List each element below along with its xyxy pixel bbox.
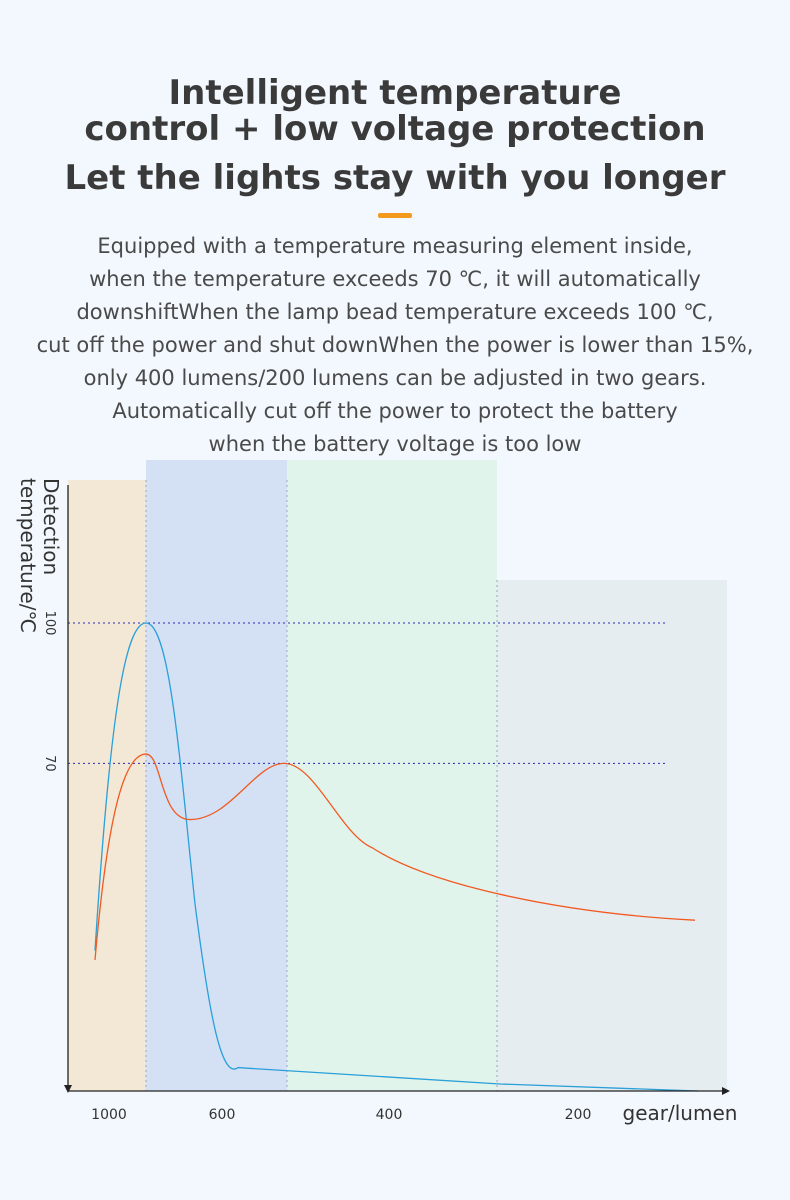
zone-600 (146, 445, 287, 1091)
temperature-chart: 100 70 Detection temperature/℃ 1000 600 … (0, 445, 790, 1160)
y-tick-label-70: 70 (42, 755, 57, 772)
zone-1000 (68, 480, 146, 1091)
series-curve-sustain (94, 753, 696, 961)
x-axis-label: gear/lumen (623, 1101, 738, 1125)
accent-bar (378, 213, 412, 218)
description-line-7: when the battery voltage is too low (208, 432, 582, 456)
y-axis-label-line-2: temperature/℃ (16, 478, 40, 633)
heading-line-3: Let the lights stay with you longer (64, 158, 726, 198)
heading-line-1: Intelligent temperature (168, 73, 622, 113)
description-line-6: Automatically cut off the power to prote… (112, 399, 678, 423)
series-curve-peak (94, 622, 699, 1092)
zone-200 (497, 580, 727, 1091)
description-line-4: cut off the power and shut downWhen the … (36, 333, 754, 357)
x-tick-label-400: 400 (376, 1107, 403, 1123)
x-tick-label-600: 600 (209, 1107, 236, 1123)
x-tick-label-200: 200 (565, 1107, 592, 1123)
description-line-5: only 400 lumens/200 lumens can be adjust… (83, 366, 707, 390)
zone-400 (287, 460, 497, 1091)
y-tick-label-100: 100 (42, 611, 57, 636)
description-line-1: Equipped with a temperature measuring el… (97, 234, 693, 258)
description-line-2: when the temperature exceeds 70 ℃, it wi… (89, 267, 701, 291)
y-axis-label-line-1: Detection (39, 478, 63, 575)
chart-svg: 100 70 Detection temperature/℃ 1000 600 … (16, 445, 738, 1125)
heading-line-2: control + low voltage protection (84, 109, 706, 149)
x-tick-label-1000: 1000 (91, 1107, 127, 1123)
description-line-3: downshiftWhen the lamp bead temperature … (76, 300, 714, 324)
